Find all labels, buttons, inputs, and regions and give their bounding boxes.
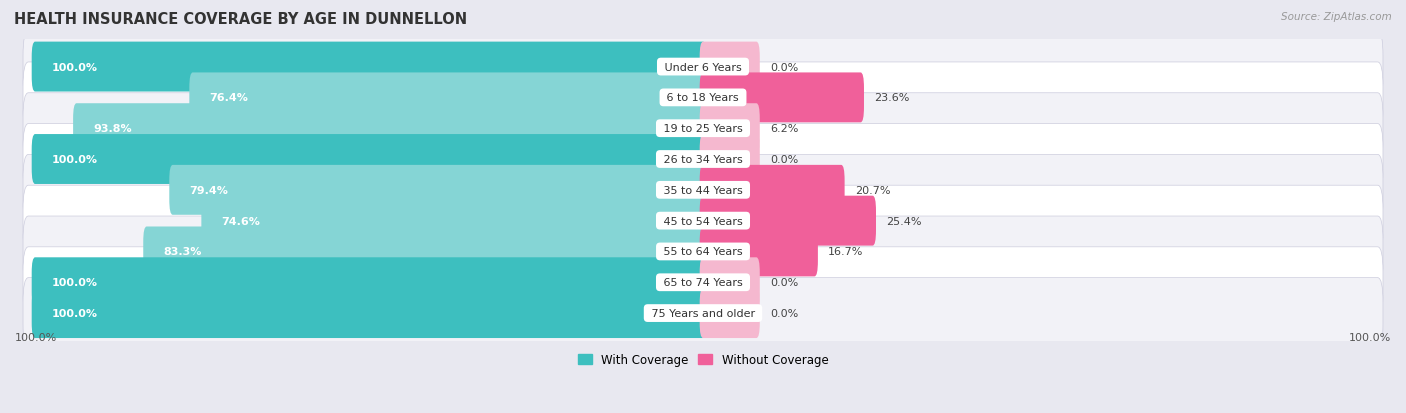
Text: 25.4%: 25.4%	[886, 216, 921, 226]
FancyBboxPatch shape	[700, 135, 759, 185]
FancyBboxPatch shape	[22, 216, 1384, 287]
Text: 45 to 54 Years: 45 to 54 Years	[659, 216, 747, 226]
FancyBboxPatch shape	[22, 124, 1384, 195]
FancyBboxPatch shape	[700, 166, 845, 215]
Text: 75 Years and older: 75 Years and older	[648, 309, 758, 318]
FancyBboxPatch shape	[22, 32, 1384, 103]
Text: 100.0%: 100.0%	[52, 309, 98, 318]
Text: 35 to 44 Years: 35 to 44 Years	[659, 185, 747, 195]
FancyBboxPatch shape	[700, 288, 759, 338]
Text: 26 to 34 Years: 26 to 34 Years	[659, 154, 747, 165]
Text: Source: ZipAtlas.com: Source: ZipAtlas.com	[1281, 12, 1392, 22]
Text: 20.7%: 20.7%	[855, 185, 890, 195]
FancyBboxPatch shape	[700, 104, 759, 154]
FancyBboxPatch shape	[700, 227, 818, 277]
FancyBboxPatch shape	[22, 247, 1384, 318]
FancyBboxPatch shape	[22, 186, 1384, 256]
Text: 0.0%: 0.0%	[770, 62, 799, 72]
FancyBboxPatch shape	[169, 166, 706, 215]
Text: 100.0%: 100.0%	[1348, 332, 1391, 342]
FancyBboxPatch shape	[143, 227, 706, 277]
Text: HEALTH INSURANCE COVERAGE BY AGE IN DUNNELLON: HEALTH INSURANCE COVERAGE BY AGE IN DUNN…	[14, 12, 467, 27]
Text: 83.3%: 83.3%	[163, 247, 201, 257]
Legend: With Coverage, Without Coverage: With Coverage, Without Coverage	[572, 349, 834, 371]
FancyBboxPatch shape	[700, 43, 759, 93]
FancyBboxPatch shape	[700, 73, 863, 123]
Text: 19 to 25 Years: 19 to 25 Years	[659, 124, 747, 134]
FancyBboxPatch shape	[22, 278, 1384, 349]
Text: 55 to 64 Years: 55 to 64 Years	[659, 247, 747, 257]
Text: 100.0%: 100.0%	[15, 332, 58, 342]
FancyBboxPatch shape	[32, 288, 706, 338]
Text: 0.0%: 0.0%	[770, 278, 799, 287]
FancyBboxPatch shape	[32, 258, 706, 307]
Text: 0.0%: 0.0%	[770, 154, 799, 165]
FancyBboxPatch shape	[201, 196, 706, 246]
Text: 23.6%: 23.6%	[875, 93, 910, 103]
FancyBboxPatch shape	[73, 104, 706, 154]
FancyBboxPatch shape	[700, 196, 876, 246]
FancyBboxPatch shape	[22, 93, 1384, 164]
Text: 79.4%: 79.4%	[190, 185, 228, 195]
FancyBboxPatch shape	[190, 73, 706, 123]
Text: 65 to 74 Years: 65 to 74 Years	[659, 278, 747, 287]
Text: 100.0%: 100.0%	[52, 278, 98, 287]
FancyBboxPatch shape	[22, 63, 1384, 133]
Text: 0.0%: 0.0%	[770, 309, 799, 318]
Text: 100.0%: 100.0%	[52, 62, 98, 72]
Text: 76.4%: 76.4%	[209, 93, 249, 103]
Text: 74.6%: 74.6%	[221, 216, 260, 226]
Text: 100.0%: 100.0%	[52, 154, 98, 165]
Text: 6.2%: 6.2%	[770, 124, 799, 134]
FancyBboxPatch shape	[32, 43, 706, 93]
Text: 6 to 18 Years: 6 to 18 Years	[664, 93, 742, 103]
FancyBboxPatch shape	[22, 155, 1384, 226]
Text: Under 6 Years: Under 6 Years	[661, 62, 745, 72]
FancyBboxPatch shape	[32, 135, 706, 185]
Text: 93.8%: 93.8%	[93, 124, 132, 134]
FancyBboxPatch shape	[700, 258, 759, 307]
Text: 16.7%: 16.7%	[828, 247, 863, 257]
